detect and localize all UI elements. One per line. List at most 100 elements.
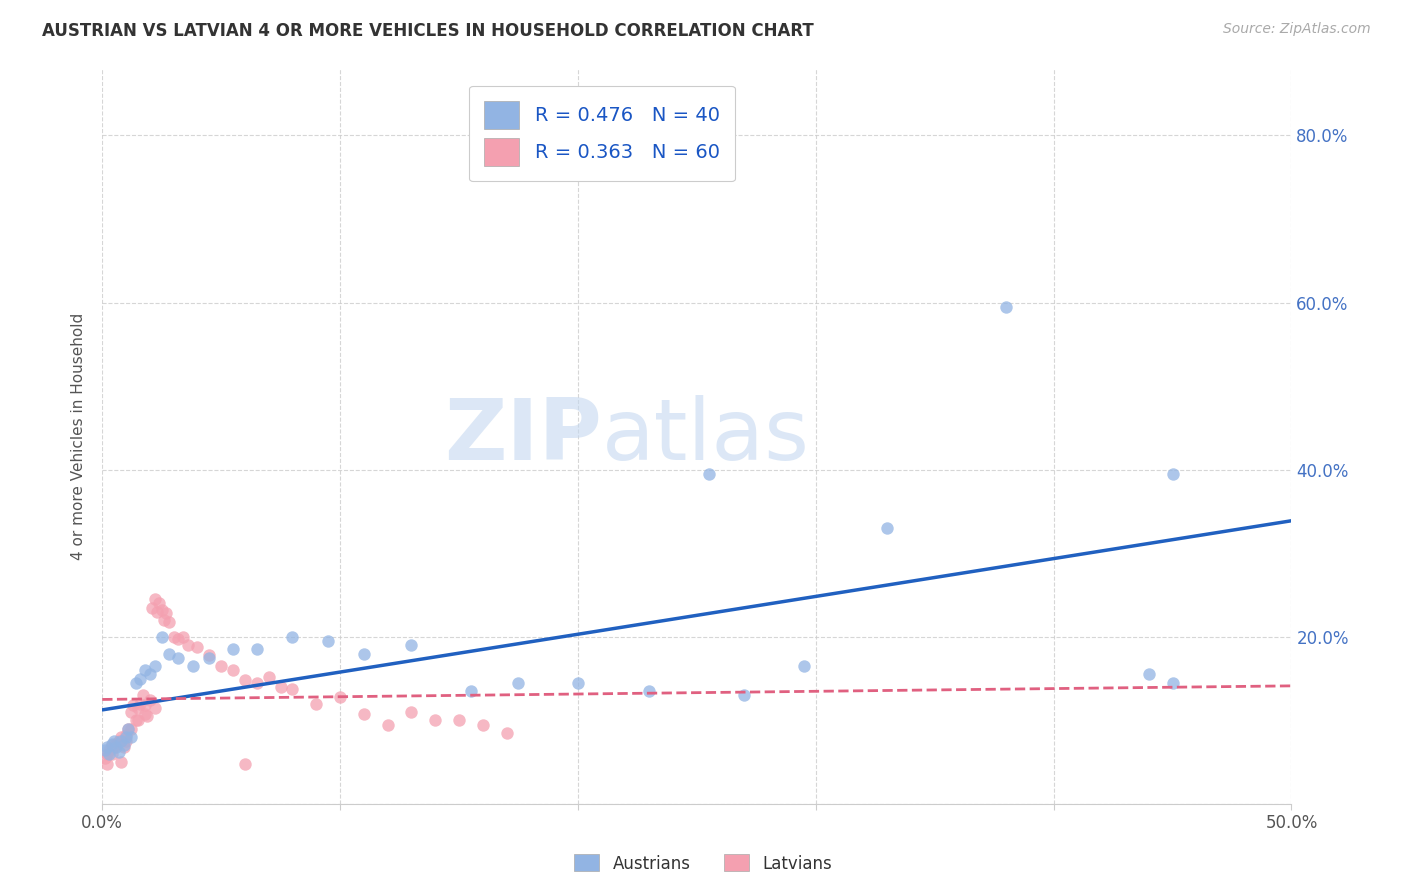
Point [139,692,162,706]
Point [98,742,121,756]
Point [733,689,755,703]
Point [876,521,898,535]
Point [127,701,149,715]
Point [96,747,118,761]
Point [134,663,156,677]
Point [471,717,494,731]
Point [198,648,221,663]
Point [329,690,352,704]
Point [117,722,139,736]
Point [153,613,176,627]
Point [110,734,132,748]
Point [112,740,135,755]
Point [93,742,115,756]
Point [157,615,180,629]
Point [143,701,166,715]
Point [115,730,138,744]
Point [141,600,163,615]
Point [209,659,232,673]
Point [129,697,152,711]
Point [110,730,132,744]
Point [233,673,256,688]
Point [134,706,156,721]
Text: Source: ZipAtlas.com: Source: ZipAtlas.com [1223,22,1371,37]
Point [246,642,269,657]
Point [305,697,328,711]
Point [155,607,177,621]
Point [96,740,118,755]
Point [134,698,156,713]
Point [198,650,221,665]
Point [150,630,173,644]
Point [281,681,304,696]
Point [995,300,1018,314]
Point [115,734,138,748]
Point [103,734,125,748]
Point [447,714,470,728]
Point [257,670,280,684]
Point [281,630,304,644]
Point [120,705,142,719]
Point [105,737,128,751]
Point [246,675,269,690]
Point [115,728,138,742]
Point [148,596,170,610]
Point [222,642,245,657]
Point [401,638,423,652]
Point [105,740,128,755]
Point [425,714,447,728]
Point [124,675,146,690]
Point [143,659,166,673]
Point [270,680,292,694]
Point [127,714,149,728]
Point [157,647,180,661]
Point [139,667,162,681]
Point [638,684,661,698]
Point [401,705,423,719]
Legend: Austrians, Latvians: Austrians, Latvians [568,847,838,880]
Point [1161,467,1184,481]
Point [793,659,815,673]
Point [112,739,135,753]
Point [103,740,125,755]
Point [100,747,122,761]
Point [233,756,256,771]
Point [167,632,190,646]
Point [108,734,131,748]
Point [146,605,169,619]
Point [131,689,153,703]
Point [567,675,589,690]
Point [100,737,122,751]
Point [177,638,200,652]
Point [93,751,115,765]
Point [98,747,121,761]
Legend: R = 0.476   N = 40, R = 0.363   N = 60: R = 0.476 N = 40, R = 0.363 N = 60 [468,86,735,181]
Y-axis label: 4 or more Vehicles in Household: 4 or more Vehicles in Household [72,312,86,560]
Point [353,706,375,721]
Point [96,756,118,771]
Point [172,630,194,644]
Point [120,730,142,744]
Point [120,722,142,736]
Point [167,650,190,665]
Point [186,640,208,654]
Point [697,467,720,481]
Point [129,672,152,686]
Point [495,726,517,740]
Point [110,755,132,769]
Point [1161,675,1184,690]
Point [143,592,166,607]
Text: ZIP: ZIP [444,395,602,478]
Point [108,745,131,759]
Text: AUSTRIAN VS LATVIAN 4 OR MORE VEHICLES IN HOUSEHOLD CORRELATION CHART: AUSTRIAN VS LATVIAN 4 OR MORE VEHICLES I… [42,22,814,40]
Point [353,647,375,661]
Point [377,717,399,731]
Point [316,634,339,648]
Point [100,739,122,753]
Point [181,659,204,673]
Point [136,709,159,723]
Point [105,737,128,751]
Text: atlas: atlas [602,395,810,478]
Point [124,714,146,728]
Point [222,663,245,677]
